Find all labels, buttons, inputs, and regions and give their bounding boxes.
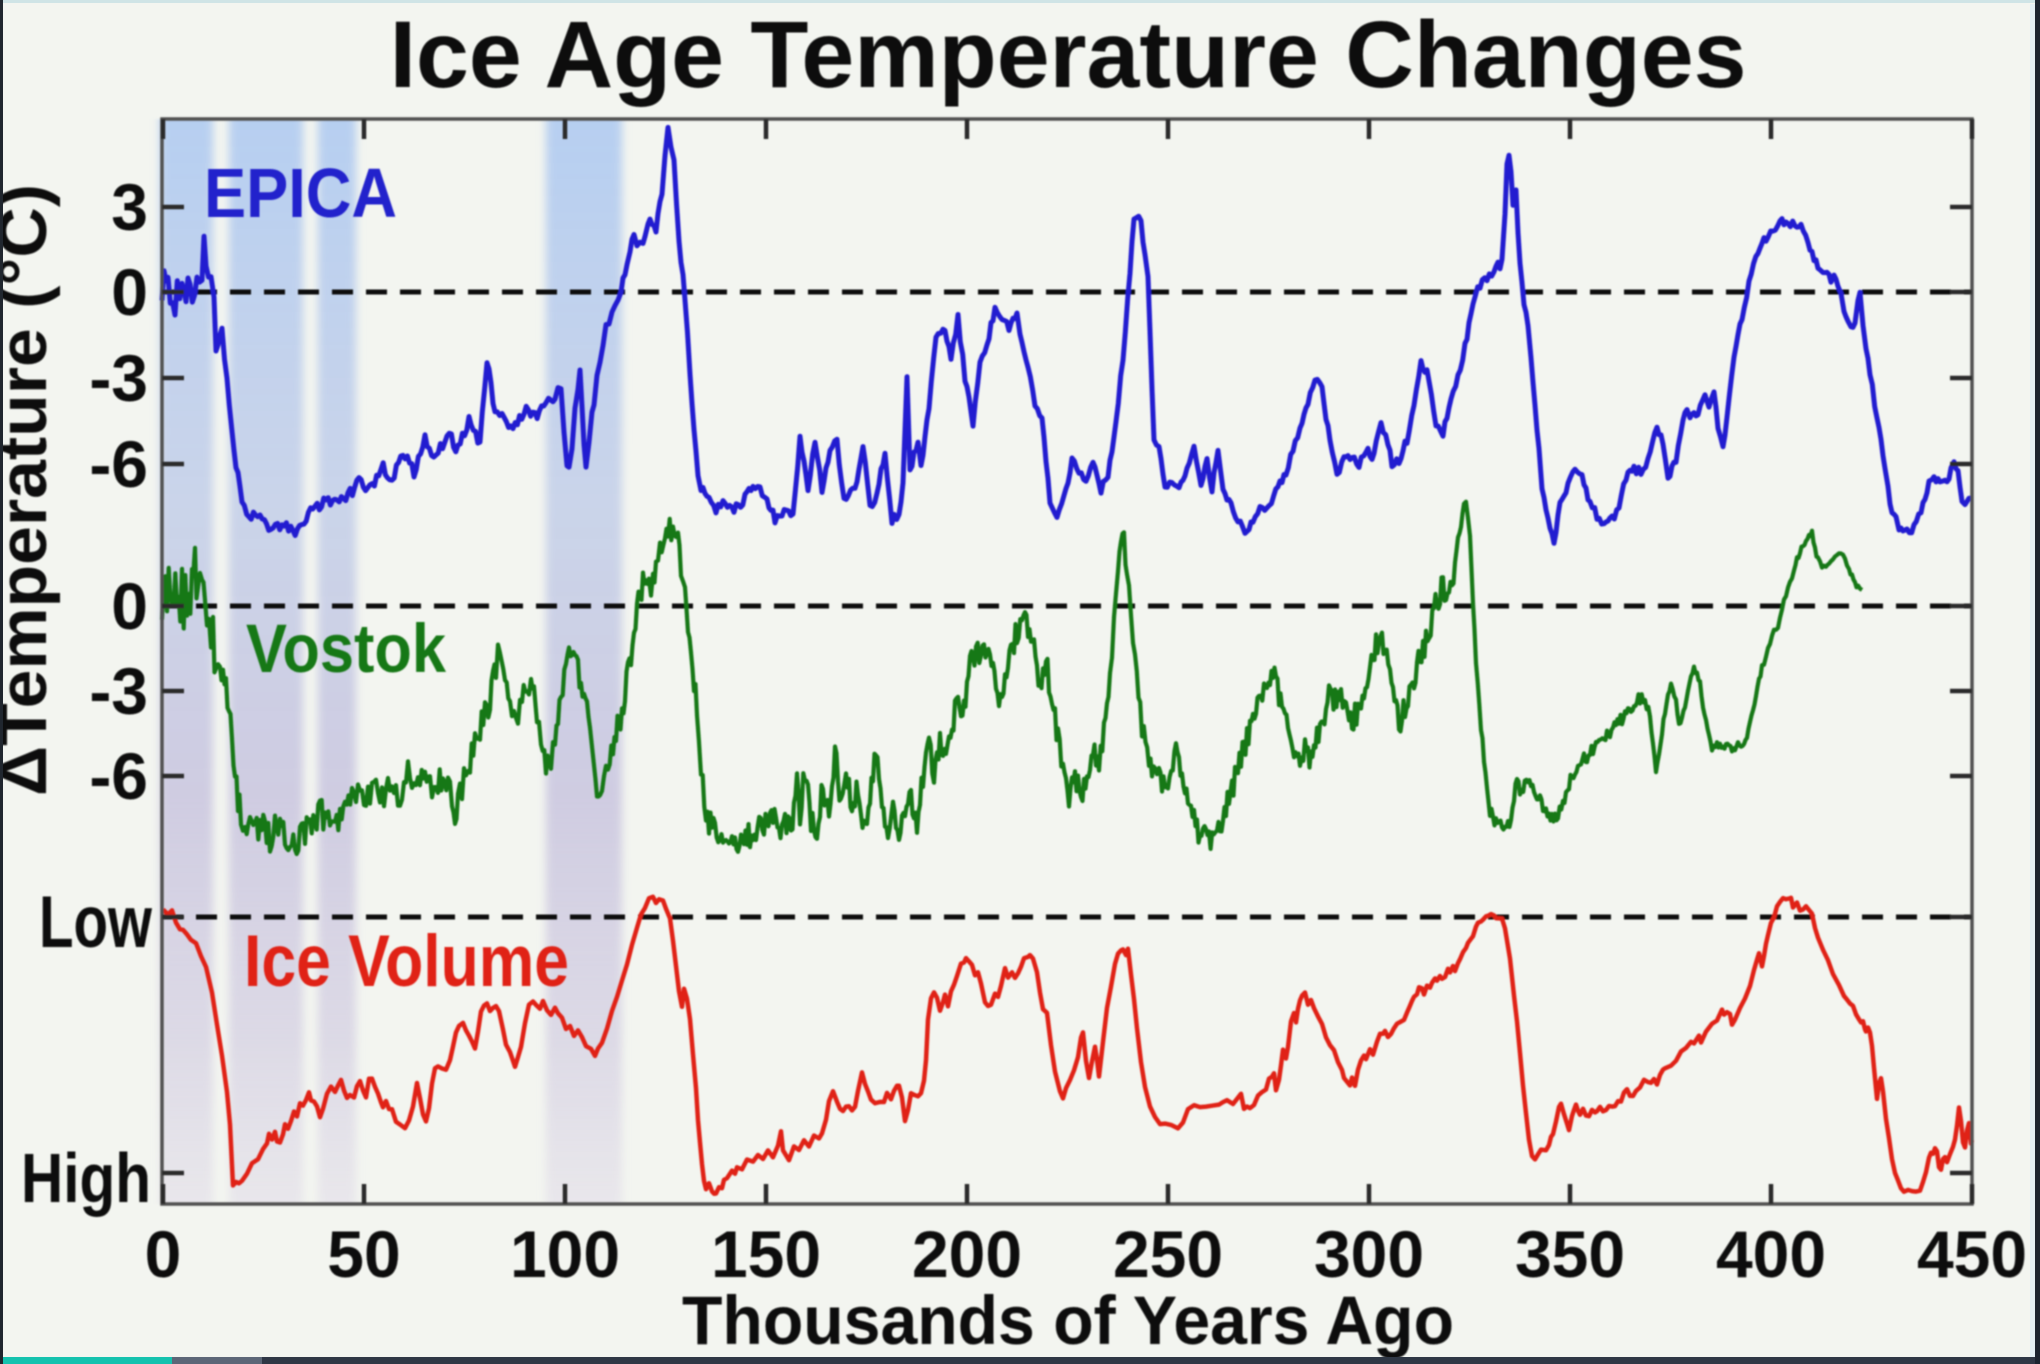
svg-text:High: High: [21, 1139, 151, 1217]
svg-text:400: 400: [1716, 1217, 1826, 1291]
svg-text:3: 3: [111, 170, 148, 244]
svg-text:-6: -6: [89, 739, 148, 813]
svg-text:Vostok: Vostok: [246, 610, 447, 687]
svg-text:100: 100: [510, 1217, 620, 1291]
svg-text:-3: -3: [89, 341, 148, 415]
svg-text:Thousands of Years Ago: Thousands of Years Ago: [682, 1282, 1454, 1359]
svg-text:Ice Age Temperature Changes: Ice Age Temperature Changes: [390, 2, 1747, 108]
svg-text:150: 150: [711, 1217, 821, 1291]
svg-text:Low: Low: [39, 882, 152, 963]
svg-text:300: 300: [1314, 1217, 1424, 1291]
svg-text:350: 350: [1515, 1217, 1625, 1291]
svg-text:-3: -3: [89, 654, 148, 728]
svg-text:Ice Volume: Ice Volume: [244, 921, 569, 1002]
svg-text:ΔTemperature (°C): ΔTemperature (°C): [0, 184, 61, 796]
svg-text:-6: -6: [89, 427, 148, 501]
svg-text:0: 0: [111, 255, 148, 329]
svg-text:250: 250: [1113, 1217, 1223, 1291]
svg-text:200: 200: [912, 1217, 1022, 1291]
svg-text:0: 0: [111, 569, 148, 643]
svg-text:50: 50: [327, 1217, 400, 1291]
svg-text:450: 450: [1917, 1217, 2027, 1291]
svg-text:EPICA: EPICA: [204, 154, 397, 232]
svg-text:0: 0: [145, 1217, 182, 1291]
